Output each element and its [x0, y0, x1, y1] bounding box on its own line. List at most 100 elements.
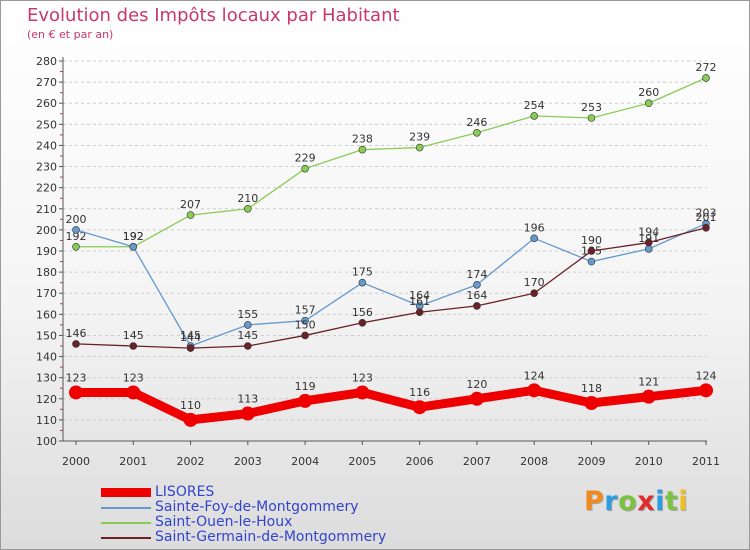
- data-label: 157: [295, 304, 316, 317]
- data-label: 254: [524, 99, 545, 112]
- data-point: [699, 383, 713, 398]
- legend-label: Saint-Germain-de-Montgommery: [155, 529, 387, 545]
- data-label: 192: [123, 230, 144, 243]
- data-point: [358, 318, 367, 327]
- data-label: 144: [180, 331, 201, 344]
- data-label: 203: [696, 207, 717, 220]
- data-label: 192: [66, 230, 87, 243]
- data-point: [244, 342, 252, 350]
- data-point: [644, 238, 653, 247]
- legend-swatch: [101, 507, 151, 509]
- data-label: 170: [524, 276, 545, 289]
- data-point: [301, 164, 309, 173]
- data-label: 174: [466, 268, 487, 281]
- data-point: [587, 247, 596, 255]
- series-line-2: [76, 77, 707, 248]
- x-tick-label: 2008: [520, 455, 548, 468]
- y-tick-label: 200: [36, 224, 57, 237]
- data-label: 190: [581, 234, 602, 247]
- series-line-3: [75, 227, 707, 349]
- data-label: 123: [66, 371, 87, 384]
- data-point: [584, 396, 599, 410]
- data-label: 156: [352, 306, 373, 319]
- x-tick-label: 2007: [463, 455, 491, 468]
- data-label: 161: [409, 295, 430, 308]
- data-label: 145: [237, 329, 258, 342]
- data-label: 146: [66, 327, 87, 340]
- data-point: [473, 302, 481, 310]
- data-point: [358, 278, 367, 287]
- data-label: 239: [409, 131, 430, 144]
- data-point: [301, 331, 309, 340]
- legend-swatch: [101, 522, 151, 524]
- data-point: [355, 385, 370, 400]
- x-tick-label: 2005: [348, 455, 376, 468]
- x-tick-label: 2006: [406, 455, 434, 468]
- data-point: [530, 112, 538, 120]
- data-point: [186, 344, 195, 352]
- data-point: [126, 385, 141, 400]
- x-tick-label: 2004: [291, 455, 319, 468]
- data-point: [641, 389, 656, 404]
- data-point: [244, 321, 252, 329]
- data-point: [473, 128, 481, 137]
- y-tick-label: 110: [36, 414, 57, 427]
- data-point: [527, 383, 542, 398]
- data-point: [587, 114, 596, 122]
- data-label: 120: [466, 378, 487, 391]
- data-point: [72, 340, 80, 348]
- data-label: 164: [409, 289, 430, 302]
- data-point: [358, 145, 367, 154]
- data-label: 246: [466, 116, 487, 129]
- data-label: 164: [466, 289, 487, 302]
- data-point: [301, 316, 309, 325]
- data-label: 145: [123, 329, 144, 342]
- data-label: 238: [352, 133, 373, 146]
- data-label: 192: [123, 230, 144, 243]
- y-tick-label: 130: [36, 372, 57, 385]
- data-point: [702, 74, 710, 82]
- x-tick-label: 2003: [234, 455, 262, 468]
- data-label: 123: [123, 371, 144, 384]
- data-label: 201: [696, 211, 717, 224]
- y-tick-label: 270: [36, 76, 57, 89]
- x-tick-label: 2010: [635, 455, 663, 468]
- data-point: [129, 242, 138, 251]
- data-point: [644, 99, 653, 108]
- y-tick-label: 250: [36, 118, 57, 131]
- chart-title: Evolution des Impôts locaux par Habitant: [27, 5, 400, 26]
- x-tick-label: 2001: [119, 455, 147, 468]
- data-label: 123: [352, 371, 373, 384]
- data-label: 119: [295, 380, 316, 393]
- y-tick-label: 170: [36, 287, 57, 300]
- data-point: [644, 245, 653, 253]
- data-point: [702, 223, 710, 232]
- legend-swatch: [101, 488, 151, 497]
- data-label: 118: [581, 382, 602, 395]
- y-tick-label: 280: [36, 55, 57, 68]
- y-tick-label: 210: [36, 203, 57, 216]
- data-label: 260: [638, 86, 659, 99]
- data-point: [72, 226, 80, 234]
- data-point: [69, 385, 83, 400]
- data-label: 175: [352, 266, 373, 279]
- data-point: [240, 406, 255, 421]
- data-point: [530, 289, 538, 298]
- legend-label: Sainte-Foy-de-Montgommery: [155, 499, 359, 515]
- data-point: [129, 342, 138, 350]
- y-tick-label: 230: [36, 161, 57, 174]
- data-label: 210: [237, 192, 258, 205]
- data-label: 253: [581, 101, 602, 114]
- y-tick-label: 160: [36, 308, 57, 321]
- y-tick-label: 120: [36, 393, 57, 406]
- data-label: 110: [180, 399, 201, 412]
- data-label: 200: [66, 213, 87, 226]
- data-point: [473, 280, 481, 289]
- data-label: 124: [696, 369, 717, 382]
- data-point: [183, 412, 198, 427]
- data-point: [244, 204, 252, 213]
- data-label: 121: [638, 376, 659, 389]
- data-point: [415, 143, 424, 152]
- y-tick-label: 220: [36, 182, 57, 195]
